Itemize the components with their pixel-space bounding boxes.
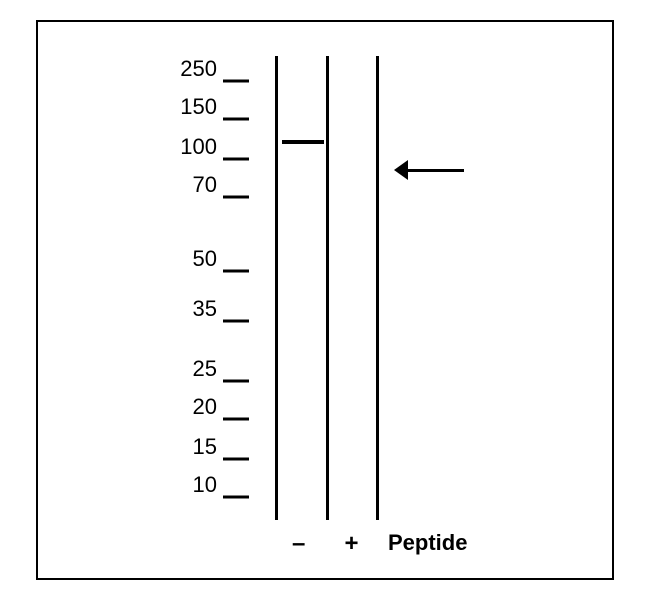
blot-lane bbox=[278, 56, 326, 520]
mw-marker-tick bbox=[223, 457, 249, 460]
mw-marker-tick bbox=[223, 495, 249, 498]
mw-marker-tick bbox=[223, 379, 249, 382]
mw-marker-label: 35 bbox=[193, 296, 217, 322]
mw-marker-tick bbox=[223, 319, 249, 322]
lane-label-minus: – bbox=[292, 530, 305, 558]
peptide-label: Peptide bbox=[388, 530, 467, 556]
blot-lane-border bbox=[275, 56, 278, 520]
mw-marker-label: 25 bbox=[193, 356, 217, 382]
mw-marker-label: 150 bbox=[180, 94, 217, 120]
mw-marker-label: 20 bbox=[193, 394, 217, 420]
mw-marker-label: 50 bbox=[193, 246, 217, 272]
mw-marker-tick bbox=[223, 195, 249, 198]
lane-label-plus: + bbox=[345, 530, 359, 558]
mw-marker-tick bbox=[223, 269, 249, 272]
mw-marker-label: 100 bbox=[180, 134, 217, 160]
blot-lane-border bbox=[326, 56, 329, 520]
blot-band bbox=[282, 140, 324, 144]
arrow-shaft bbox=[408, 169, 464, 172]
mw-marker-tick bbox=[223, 417, 249, 420]
mw-marker-label: 10 bbox=[193, 472, 217, 498]
mw-marker-tick bbox=[223, 79, 249, 82]
blot-lane-border bbox=[376, 56, 379, 520]
mw-marker-label: 70 bbox=[193, 172, 217, 198]
arrow-head-icon bbox=[394, 160, 408, 180]
mw-marker-label: 15 bbox=[193, 434, 217, 460]
band-indicator-arrow bbox=[394, 160, 464, 180]
mw-marker-label: 250 bbox=[180, 56, 217, 82]
mw-marker-tick bbox=[223, 117, 249, 120]
blot-lane bbox=[333, 56, 376, 520]
mw-marker-tick bbox=[223, 157, 249, 160]
